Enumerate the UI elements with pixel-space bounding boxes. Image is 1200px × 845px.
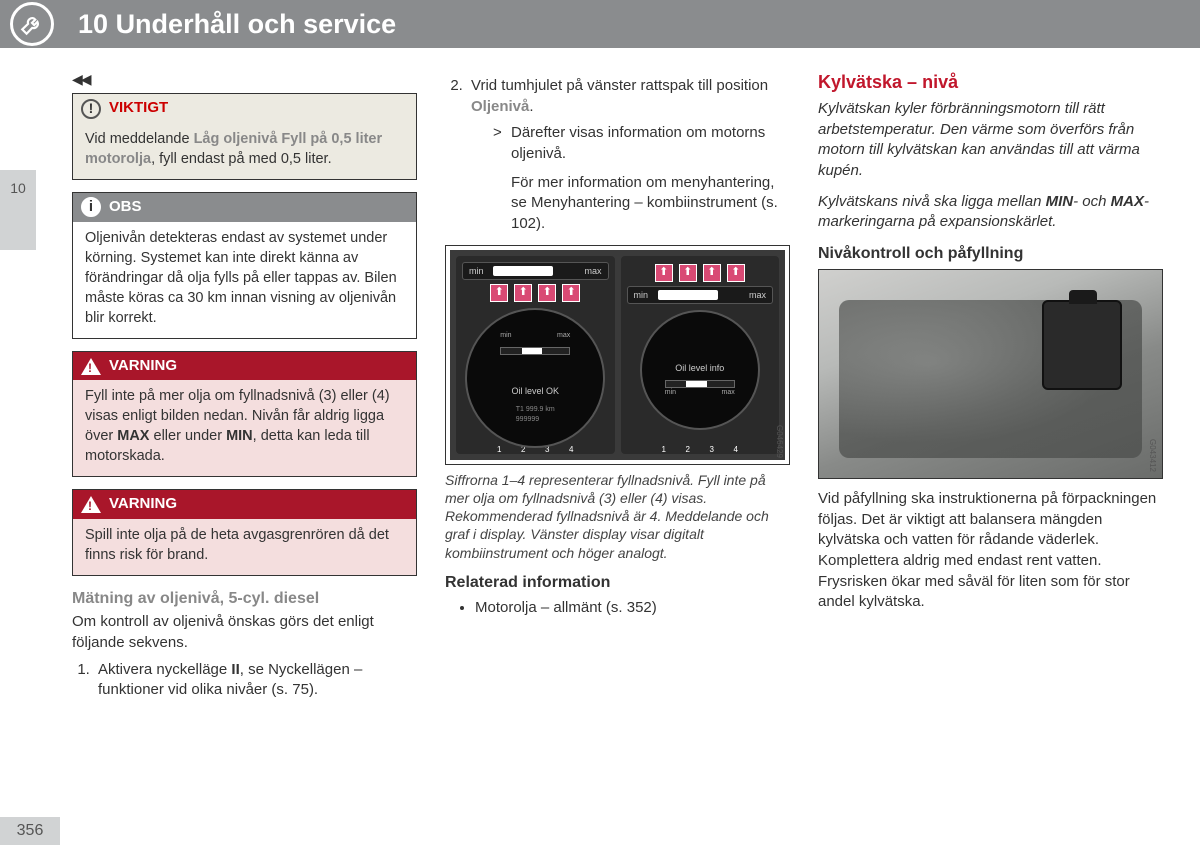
figure-code: G046429 [774,425,785,458]
step-sub-a: Därefter visas information om motorns ol… [511,123,790,164]
callout-warning-2: VARNING Spill inte olja på de heta avgas… [72,489,417,576]
step-2: Vrid tumhjulet på vänster rattspak till … [467,76,790,235]
column-left: ◀◀ ! VIKTIGT Vid meddelande Låg oljenivå… [72,70,417,711]
side-chapter-tab: 10 [0,170,36,250]
column-middle: Vrid tumhjulet på vänster rattspak till … [445,70,790,711]
column-right: Kylvätska – nivå Kylvätskan kyler förbrä… [818,70,1163,711]
related-info-head: Relaterad information [445,572,790,594]
warning-label: VARNING [109,494,177,515]
step-list: Aktivera nyckelläge II, se Nyckellägen –… [72,660,417,701]
paragraph: Om kontroll av oljenivå önskas görs det … [72,612,417,653]
chapter-title: 10 Underhåll och service [78,9,396,40]
important-body: Vid meddelande Låg oljenivå Fyll på 0,5 … [73,123,416,179]
chapter-header: 10 Underhåll och service [0,0,1200,48]
callout-important: ! VIKTIGT Vid meddelande Låg oljenivå Fy… [72,93,417,180]
warning-body: Spill inte olja på de heta avgasgrenröre… [73,519,416,575]
analog-gauge: 1 2 3 4 min max Oil level info minmax [621,256,780,454]
important-label: VIKTIGT [109,98,168,119]
warning-label: VARNING [109,356,177,377]
page-content: ◀◀ ! VIKTIGT Vid meddelande Låg oljenivå… [72,70,1178,711]
callout-note: i OBS Oljenivån detekteras endast av sys… [72,192,417,339]
level-arrow-3: 3 [703,264,721,282]
level-arrow-1: 1 [655,264,673,282]
callout-warning-1: VARNING Fyll inte på mer olja om fyllnad… [72,351,417,478]
continuation-marker: ◀◀ [72,70,417,89]
intro-paragraph: Kylvätskan kyler förbränningsmotorn till… [818,99,1163,182]
related-item: Motorolja – allmänt (s. 352) [475,598,790,619]
section-heading: Kylvätska – nivå [818,70,1163,95]
level-arrow-1: 1 [490,284,508,302]
level-paragraph: Kylvätskans nivå ska ligga mellan MIN- o… [818,192,1163,233]
level-arrow-3: 3 [538,284,556,302]
level-arrow-2: 2 [679,264,697,282]
wrench-icon [10,2,54,46]
coolant-reservoir-icon [1042,300,1122,390]
related-list: Motorolja – allmänt (s. 352) [445,598,790,619]
level-arrow-4: 4 [562,284,580,302]
engine-bay-figure: G043412 [818,269,1163,479]
figure-caption: Siffrorna 1–4 representerar fyllnadsnivå… [445,471,790,562]
step-list-cont: Vrid tumhjulet på vänster rattspak till … [445,76,790,235]
info-icon: i [81,197,101,217]
figure-code: G043412 [1147,439,1158,472]
warning-body: Fyll inte på mer olja om fyllnadsnivå (3… [73,380,416,476]
step-1: Aktivera nyckelläge II, se Nyckellägen –… [94,660,417,701]
section-subhead: Mätning av oljenivå, 5-cyl. diesel [72,588,417,610]
note-body: Oljenivån detekteras endast av systemet … [73,222,416,338]
note-label: OBS [109,197,142,218]
paragraph: Vid påfyllning ska instruktionerna på fö… [818,489,1163,613]
warning-icon [81,496,101,513]
warning-icon [81,358,101,375]
page-number: 356 [0,817,60,845]
gauge-figure: min max 1 2 3 4 minmax Oil level OK [445,245,790,465]
step-sub-b: För mer information om menyhantering, se… [511,173,790,235]
level-arrow-4: 4 [727,264,745,282]
important-icon: ! [81,99,101,119]
digital-gauge: min max 1 2 3 4 minmax Oil level OK [456,256,615,454]
level-arrow-2: 2 [514,284,532,302]
subsection-heading: Nivåkontroll och påfyllning [818,243,1163,265]
